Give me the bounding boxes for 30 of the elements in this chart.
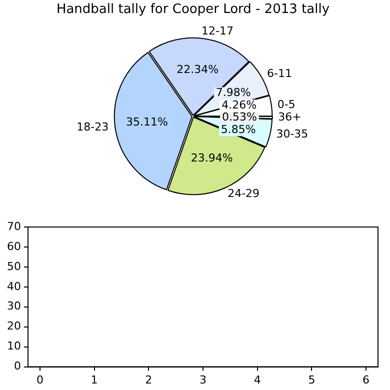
slice-label: 6-11 [267, 66, 292, 80]
x-tick-label: 5 [308, 373, 316, 386]
y-tick-label: 20 [6, 320, 21, 333]
y-tick-label: 40 [6, 280, 21, 293]
slice-label: 12-17 [202, 24, 234, 38]
x-tick-label: 4 [254, 373, 261, 386]
data-label: 23.94% [190, 152, 233, 165]
slice-label: 24-29 [228, 187, 260, 200]
slice-label: 36+ [278, 110, 302, 124]
data-label: 22.34% [176, 62, 219, 76]
y-tick-label: 10 [6, 340, 21, 353]
x-tick-label: 0 [36, 373, 44, 386]
chart-title: Handball tally for Cooper Lord - 2013 tally [56, 2, 330, 18]
legend-label: 30-35 [276, 128, 308, 141]
slice-label: 0-5 [277, 98, 296, 111]
data-label: 5.85% [220, 123, 256, 136]
data-label: 7.98% [216, 86, 251, 100]
y-tick-label: 50 [6, 260, 21, 273]
y-tick-label: 60 [6, 240, 21, 253]
y-tick-label: 30 [6, 300, 21, 313]
x-tick-label: 6 [362, 373, 370, 386]
y-tick-label: 70 [6, 220, 21, 233]
y-tick-label: 0 [14, 360, 21, 373]
x-tick-label: 2 [145, 373, 152, 386]
data-label: 35.11% [126, 115, 168, 128]
x-tick-label: 3 [200, 373, 206, 386]
data-label: 4.26% [222, 98, 257, 112]
slice-label: 18-23 [76, 120, 109, 134]
data-label: 0.53% [222, 110, 257, 124]
x-tick-label: 1 [90, 373, 98, 386]
